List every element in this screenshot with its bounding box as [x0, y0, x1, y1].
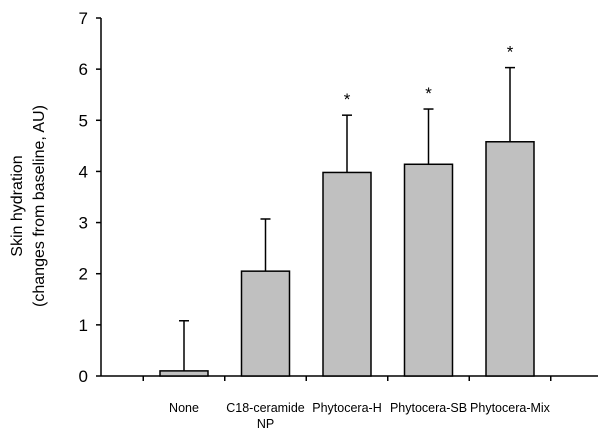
y-axis-title-line: Skin hydration: [9, 155, 26, 256]
bar: [240, 270, 291, 377]
y-tick-label: 3: [79, 214, 88, 233]
category-label: Phytocera-Mix: [470, 401, 551, 415]
y-tick-label: 5: [79, 111, 88, 130]
y-axis-title-line: (changes from baseline, AU): [31, 105, 48, 307]
category-label: Phytocera-H: [312, 401, 381, 415]
error-bars: [179, 66, 515, 371]
bar: [485, 141, 535, 377]
significance-star: *: [344, 90, 351, 109]
category-label: Phytocera-SB: [390, 401, 467, 415]
y-tick-label: 6: [79, 60, 88, 79]
y-tick-label: 2: [79, 265, 88, 284]
category-label: None: [169, 401, 199, 415]
bars: [159, 141, 535, 377]
bar: [403, 163, 454, 377]
y-axis-title: Skin hydration (changes from baseline, AU…: [9, 105, 48, 307]
y-axis: 0 1 2 3 4 5 6 7: [79, 9, 102, 386]
significance-star: *: [507, 43, 514, 62]
y-tick-label: 1: [79, 316, 88, 335]
bar: [322, 171, 372, 377]
significance-markers: * * *: [344, 43, 514, 110]
category-label: C18-ceramide: [226, 401, 305, 415]
significance-star: *: [425, 84, 432, 103]
bar: [159, 370, 209, 377]
category-labels: None C18-ceramide NP Phytocera-H Phytocera-S…: [169, 401, 551, 431]
y-tick-label: 7: [79, 9, 88, 28]
y-tick-label: 0: [79, 367, 88, 386]
category-label: NP: [257, 417, 274, 431]
y-tick-label: 4: [79, 162, 88, 181]
